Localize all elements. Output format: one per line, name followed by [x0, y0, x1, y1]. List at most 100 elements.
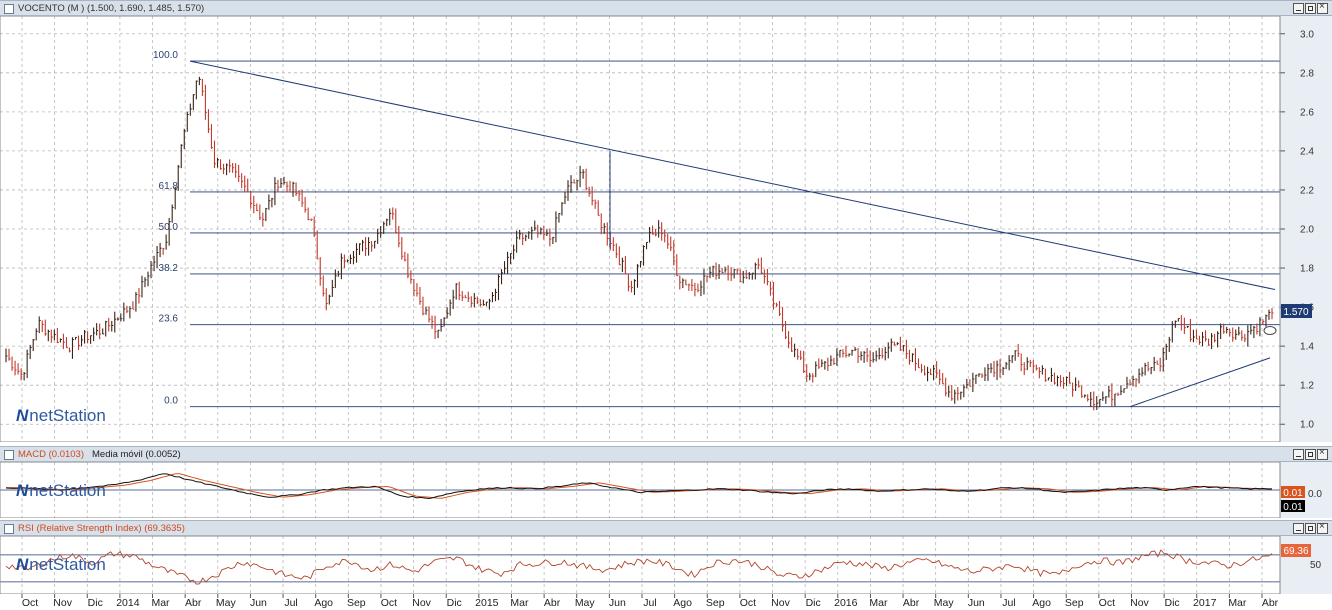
close-icon[interactable]	[1317, 521, 1328, 534]
x-tick-label: Ago	[1032, 597, 1051, 609]
fib-level-label: 23.6	[159, 314, 179, 325]
x-tick-label: Ago	[314, 597, 333, 609]
rsi-chart: 50 69.36	[0, 536, 1332, 594]
macd-value-label-1: 0.01	[1283, 488, 1303, 499]
netstation-logo-icon: N	[16, 481, 29, 500]
brand-name: netStation	[29, 406, 106, 425]
fib-level-label: 61.8	[159, 181, 179, 192]
price-ytick-label: 1.4	[1300, 342, 1314, 353]
x-tick-label: 2017	[1193, 597, 1217, 609]
brand-logo: NnetStation	[16, 481, 106, 501]
x-tick-label: Ago	[673, 597, 692, 609]
price-ytick-label: 2.0	[1300, 225, 1314, 236]
x-tick-label: Jun	[250, 597, 267, 609]
x-tick-label: Nov	[53, 597, 72, 609]
macd-chart: 0.0 0.01 0.01	[0, 462, 1332, 518]
x-tick-label: May	[216, 597, 237, 609]
macd-signal-line	[6, 473, 1272, 499]
minimize-icon[interactable]	[1293, 449, 1304, 460]
last-price-tag	[1281, 304, 1312, 318]
cursor-marker	[1263, 326, 1277, 336]
price-ytick-label: 1.8	[1300, 264, 1314, 275]
fib-level-label: 50.0	[159, 222, 179, 233]
price-ytick-label: 1.2	[1300, 381, 1314, 392]
x-tick-label: Mar	[869, 597, 888, 609]
square-icon[interactable]	[4, 524, 14, 534]
x-tick-label: 2015	[475, 597, 499, 609]
minimize-icon[interactable]	[1293, 3, 1304, 14]
fib-level-label: 100.0	[153, 50, 178, 61]
x-tick-label: Abr	[185, 597, 202, 609]
maximize-icon[interactable]	[1305, 523, 1316, 534]
rsi-value-tag	[1281, 544, 1311, 557]
x-tick-label: Oct	[22, 597, 38, 609]
x-tick-label: Nov	[1130, 597, 1149, 609]
x-tick-label: Mar	[510, 597, 529, 609]
x-tick-label: Dic	[88, 597, 103, 609]
x-tick-label: 2014	[116, 597, 140, 609]
maximize-icon[interactable]	[1305, 3, 1316, 14]
support-trendline	[1129, 357, 1271, 408]
x-tick-label: 2016	[834, 597, 858, 609]
x-tick-label: Dic	[1165, 597, 1180, 609]
price-panel-titlebar: VOCENTO (M ) (1.500, 1.690, 1.485, 1.570…	[0, 0, 1332, 16]
rsi-panel-titlebar: RSI (Relative Strength Index) (69.3635)	[0, 520, 1332, 536]
macd-panel-subtitle: Media móvil (0.0052)	[92, 449, 181, 460]
resistance-trendline	[189, 60, 1276, 291]
rsi-ytick-label: 50	[1310, 560, 1322, 571]
price-ytick-label: 3.0	[1300, 29, 1314, 40]
netstation-logo-icon: N	[16, 406, 29, 425]
brand-name: netStation	[29, 555, 106, 574]
x-tick-label: Jun	[968, 597, 985, 609]
x-tick-label: May	[934, 597, 955, 609]
square-icon[interactable]	[4, 4, 14, 14]
netstation-logo-icon: N	[16, 555, 29, 574]
macd-value-label-2: 0.01	[1283, 502, 1303, 513]
price-ytick-label: 2.4	[1300, 146, 1314, 157]
x-tick-label: Dic	[806, 597, 821, 609]
x-tick-label: Abr	[1262, 597, 1279, 609]
x-tick-label: Dic	[447, 597, 462, 609]
x-tick-label: Jul	[284, 597, 297, 609]
fib-level-label: 38.2	[159, 263, 179, 274]
price-chart: 100.061.850.038.223.60.0 1.01.21.41.61.8…	[0, 16, 1332, 442]
x-tick-label: Sep	[347, 597, 366, 609]
x-tick-label: Nov	[412, 597, 431, 609]
x-tick-label: Oct	[740, 597, 756, 609]
x-tick-label: Abr	[903, 597, 920, 609]
price-ytick-label: 2.6	[1300, 107, 1314, 118]
price-ytick-label: 2.2	[1300, 185, 1314, 196]
rsi-line	[5, 549, 1273, 585]
x-tick-label: Sep	[706, 597, 725, 609]
x-tick-label: Sep	[1065, 597, 1084, 609]
x-tick-label: Jul	[643, 597, 656, 609]
price-axis-background	[1280, 16, 1332, 442]
brand-name: netStation	[29, 481, 106, 500]
brand-logo: NnetStation	[16, 406, 106, 426]
x-tick-label: Jul	[1002, 597, 1015, 609]
last-price-label: 1.570	[1283, 307, 1308, 318]
x-tick-label: May	[575, 597, 596, 609]
x-tick-label: Oct	[381, 597, 397, 609]
square-icon[interactable]	[4, 450, 14, 460]
x-tick-label: Oct	[1099, 597, 1115, 609]
minimize-icon[interactable]	[1293, 523, 1304, 534]
x-tick-label: Mar	[151, 597, 170, 609]
fib-level-label: 0.0	[164, 396, 178, 407]
close-icon[interactable]	[1317, 447, 1328, 460]
price-ytick-label: 2.8	[1300, 68, 1314, 79]
maximize-icon[interactable]	[1305, 449, 1316, 460]
x-axis: Oct Nov Dic 2014 Mar Abr May Jun Jul Ago Sep Oct Nov…	[0, 594, 1332, 610]
macd-value-tag-2	[1281, 500, 1305, 512]
price-panel-title: VOCENTO (M ) (1.500, 1.690, 1.485, 1.570…	[18, 3, 205, 14]
macd-ytick-label: 0.0	[1308, 489, 1322, 500]
x-tick-label: Nov	[771, 597, 790, 609]
close-icon[interactable]	[1317, 1, 1328, 14]
macd-panel-titlebar: MACD (0.0103) Media móvil (0.0052)	[0, 446, 1332, 462]
macd-line	[5, 473, 1272, 500]
rsi-panel-title: RSI (Relative Strength Index) (69.3635)	[18, 523, 185, 534]
macd-value-tag-1	[1281, 486, 1305, 498]
rsi-value-label: 69.36	[1283, 546, 1308, 557]
x-tick-label: Mar	[1228, 597, 1247, 609]
x-tick-label: Abr	[544, 597, 561, 609]
